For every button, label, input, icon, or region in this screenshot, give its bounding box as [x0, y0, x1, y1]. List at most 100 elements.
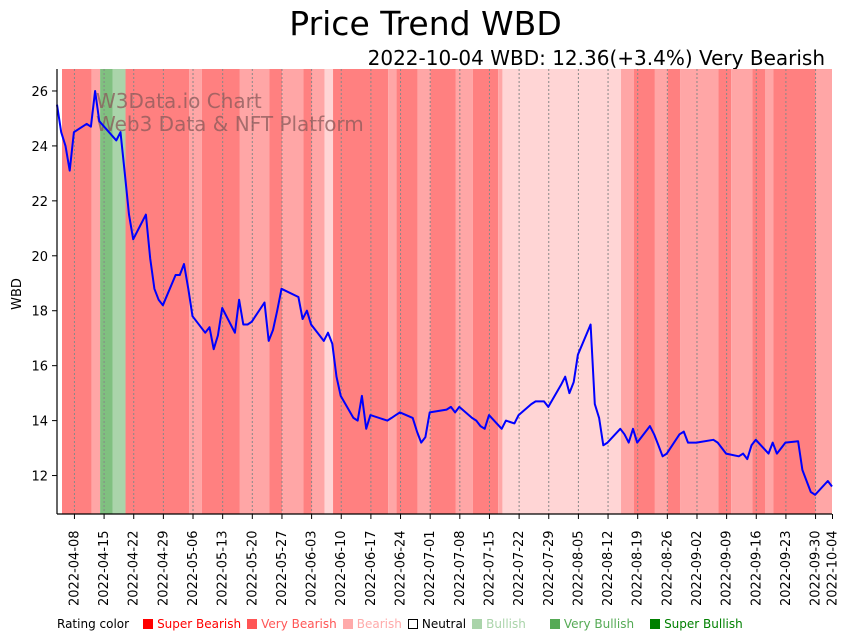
rating-band	[333, 69, 389, 514]
legend-item: Very Bearish	[247, 617, 339, 631]
legend-swatch	[472, 619, 483, 629]
x-tick-label: 2022-08-19	[631, 530, 646, 606]
x-tick-label: 2022-05-06	[186, 530, 201, 606]
rating-band	[752, 69, 766, 514]
axes: 2022-04-08 2022-04-15 2022-04-22 2022-04-29…	[31, 69, 841, 606]
x-tick-label: 2022-06-17	[364, 530, 379, 606]
x-tick-label: 2022-07-22	[512, 530, 527, 606]
legend-item-label: Super Bearish	[157, 617, 242, 631]
rating-band	[680, 69, 719, 514]
rating-band	[773, 69, 816, 514]
rating-band	[201, 69, 240, 514]
y-tick-label: 14	[31, 415, 48, 430]
rating-band	[100, 69, 113, 514]
legend-item-label: Very Bullish	[563, 617, 635, 631]
rating-band	[654, 69, 668, 514]
x-tick-label: 2022-09-23	[779, 530, 794, 606]
legend-item: Super Bearish	[143, 617, 243, 631]
rating-band	[282, 69, 304, 514]
rating-band	[189, 69, 202, 514]
rating-bands	[62, 69, 832, 514]
x-tick-label: 2022-04-29	[156, 530, 171, 606]
legend: Rating color Super Bearish Very Bearish Be…	[57, 617, 749, 631]
watermark-line-1: W3Data.io Chart	[96, 89, 262, 113]
rating-band	[815, 69, 832, 514]
x-tick-label: 2022-07-15	[482, 530, 497, 606]
rating-band	[62, 69, 92, 514]
x-tick-label: 2022-10-04	[826, 530, 841, 606]
legend-item-label: Super Bullish	[664, 617, 743, 631]
rating-band	[502, 69, 622, 514]
rating-band	[455, 69, 473, 514]
rating-band	[472, 69, 499, 514]
rating-band	[621, 69, 634, 514]
x-tick-label: 2022-06-03	[305, 530, 320, 606]
rating-band	[396, 69, 418, 514]
x-tick-label: 2022-09-30	[809, 530, 824, 606]
y-tick-label: 24	[31, 140, 48, 155]
rating-band	[718, 69, 732, 514]
legend-item: Very Bullish	[549, 617, 646, 631]
rating-band	[303, 69, 312, 514]
chart-subtitle: 2022-10-04 WBD: 12.36(+3.4%) Very Bearis…	[367, 46, 825, 70]
legend-item: Bearish	[342, 617, 404, 631]
legend-label: Rating color	[57, 617, 130, 631]
rating-band	[324, 69, 334, 514]
legend-item: Super Bullish	[650, 617, 745, 631]
x-tick-label: 2022-08-26	[660, 530, 675, 606]
rating-band	[633, 69, 655, 514]
chart-title: Price Trend WBD	[289, 4, 562, 43]
legend-swatch	[407, 619, 418, 629]
x-tick-label: 2022-04-22	[127, 530, 142, 606]
rating-band	[498, 69, 503, 514]
legend-item: Bullish	[472, 617, 546, 631]
rating-band	[239, 69, 270, 514]
rating-band	[311, 69, 325, 514]
rating-band	[112, 69, 126, 514]
legend-item-label: Neutral	[421, 617, 467, 631]
rating-band	[417, 69, 431, 514]
price-line	[56, 90, 833, 496]
x-tick-label: 2022-06-24	[394, 530, 409, 606]
rating-band	[765, 69, 774, 514]
legend-item-label: Very Bearish	[261, 617, 337, 631]
x-tick-label: 2022-09-16	[749, 530, 764, 606]
y-tick-label: 12	[31, 470, 48, 485]
rating-band	[731, 69, 753, 514]
rating-band	[269, 69, 283, 514]
y-tick-label: 18	[31, 305, 48, 320]
y-axis-label: WBD	[10, 278, 25, 310]
watermark: W3Data.io Chart Web3 Data & NFT Platform	[96, 89, 364, 136]
y-tick-label: 20	[31, 250, 48, 265]
rating-band	[667, 69, 681, 514]
legend-item: Neutral	[407, 617, 468, 631]
watermark-line-2: Web3 Data & NFT Platform	[96, 112, 364, 136]
x-tick-label: 2022-08-12	[601, 530, 616, 606]
legend-swatch	[143, 619, 154, 629]
x-tick-label: 2022-06-10	[334, 530, 349, 606]
x-tick-label: 2022-09-02	[690, 530, 705, 606]
x-tick-label: 2022-07-01	[423, 530, 438, 606]
legend-swatch	[247, 619, 258, 629]
legend-item-label: Bullish	[486, 617, 526, 631]
x-tick-label: 2022-05-27	[275, 530, 290, 606]
x-tick-label: 2022-05-13	[216, 530, 231, 606]
x-tick-label: 2022-07-08	[453, 530, 468, 606]
x-tick-label: 2022-04-15	[97, 530, 112, 606]
y-tick-label: 26	[31, 85, 48, 100]
rating-band	[125, 69, 190, 514]
y-tick-label: 16	[31, 360, 48, 375]
price-series	[56, 90, 833, 496]
x-tick-label: 2022-08-05	[571, 530, 586, 606]
rating-band	[430, 69, 456, 514]
legend-swatch	[650, 619, 661, 629]
y-tick-label: 22	[31, 195, 48, 210]
legend-swatch	[342, 619, 353, 629]
legend-item-label: Bearish	[356, 617, 402, 631]
legend-swatch	[549, 619, 560, 629]
x-tick-label: 2022-09-09	[720, 530, 735, 606]
x-tick-label: 2022-04-08	[67, 530, 82, 606]
rating-band	[91, 69, 101, 514]
x-tick-label: 2022-07-29	[542, 530, 557, 606]
